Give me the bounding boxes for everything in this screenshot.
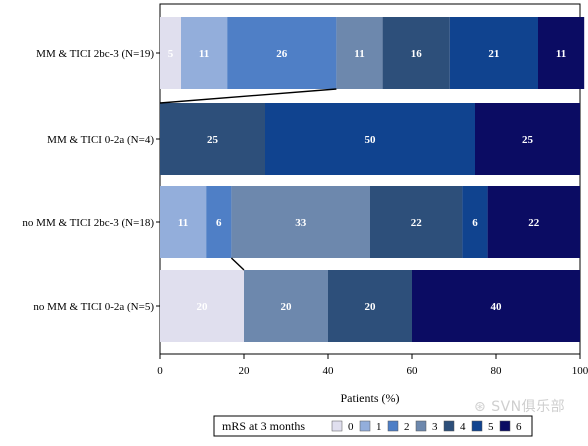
bar-segment-2-mrs-6: [487, 186, 580, 258]
data-label: 11: [354, 48, 364, 60]
category-label: no MM & TICI 0-2a (N=5): [33, 301, 154, 313]
bar-segment-2-mrs-2: [206, 186, 232, 258]
bar-segment-0-mrs-3: [336, 17, 383, 89]
bar-segment-2-mrs-3: [231, 186, 370, 258]
bar-segment-3-mrs-6: [412, 270, 580, 342]
bar-segment-0-mrs-0: [160, 17, 181, 89]
watermark-text: SVN俱乐部: [491, 399, 566, 415]
data-label: 50: [365, 134, 377, 146]
x-tick-label: 0: [157, 365, 163, 377]
legend-swatch-5: [471, 420, 483, 432]
legend-swatch-2: [387, 420, 399, 432]
bar-segment-1-mrs-4: [160, 103, 265, 175]
bar-segment-1-mrs-6: [475, 103, 580, 175]
legend-swatch-1: [359, 420, 371, 432]
x-tick-label: 40: [323, 365, 335, 377]
data-label: 11: [178, 217, 188, 229]
x-axis-label: Patients (%): [341, 391, 400, 405]
x-tick-label: 100: [572, 365, 588, 377]
legend-title: mRS at 3 months: [222, 419, 305, 433]
data-label: 22: [528, 217, 540, 229]
data-label: 25: [522, 134, 534, 146]
legend-label: 6: [516, 421, 522, 433]
data-label: 16: [411, 48, 423, 60]
bar-segment-1-mrs-5: [265, 103, 475, 175]
data-label: 11: [556, 48, 566, 60]
legend-label: 1: [376, 421, 382, 433]
data-label: 11: [199, 48, 209, 60]
bar-segment-0-mrs-1: [181, 17, 228, 89]
data-label: 6: [472, 217, 478, 229]
connector-line: [230, 257, 245, 271]
bar-segment-2-mrs-1: [160, 186, 207, 258]
legend-swatch-4: [443, 420, 455, 432]
legend-swatch-0: [331, 420, 343, 432]
bar-segment-0-mrs-2: [227, 17, 337, 89]
data-label: 26: [276, 48, 288, 60]
bar-segment-3-mrs-4: [328, 270, 412, 342]
bar-segment-3-mrs-3: [244, 270, 328, 342]
connector-line: [159, 88, 337, 104]
legend-label: 4: [460, 421, 466, 433]
x-tick-label: 20: [239, 365, 251, 377]
bar-segment-3-mrs-0: [160, 270, 244, 342]
legend-swatch-6: [499, 420, 511, 432]
data-label: 25: [207, 134, 219, 146]
bar-segment-2-mrs-5: [462, 186, 488, 258]
bar-segment-0-mrs-4: [382, 17, 450, 89]
legend-label: 3: [432, 421, 438, 433]
legend-label: 2: [404, 421, 410, 433]
data-label: 33: [295, 217, 307, 229]
data-label: 20: [197, 301, 209, 313]
legend-label: 5: [488, 421, 494, 433]
watermark: ⊛ SVN俱乐部: [474, 396, 565, 416]
data-label: 22: [411, 217, 423, 229]
legend-label: 0: [348, 421, 354, 433]
bar-segment-2-mrs-4: [370, 186, 463, 258]
bar-segment-0-mrs-6: [538, 17, 585, 89]
data-label: 5: [168, 48, 174, 60]
category-label: MM & TICI 2bc-3 (N=19): [36, 48, 154, 60]
category-label: MM & TICI 0-2a (N=4): [47, 134, 154, 146]
data-label: 6: [216, 217, 222, 229]
watermark-icon: ⊛: [474, 399, 492, 415]
x-tick-label: 80: [491, 365, 503, 377]
x-tick-label: 60: [407, 365, 419, 377]
data-label: 20: [281, 301, 293, 313]
legend-swatch-3: [415, 420, 427, 432]
plot-frame: [159, 3, 581, 355]
bar-segment-0-mrs-5: [449, 17, 538, 89]
data-label: 21: [488, 48, 499, 60]
data-label: 40: [491, 301, 503, 313]
category-label: no MM & TICI 2bc-3 (N=18): [22, 217, 154, 229]
data-label: 20: [365, 301, 377, 313]
